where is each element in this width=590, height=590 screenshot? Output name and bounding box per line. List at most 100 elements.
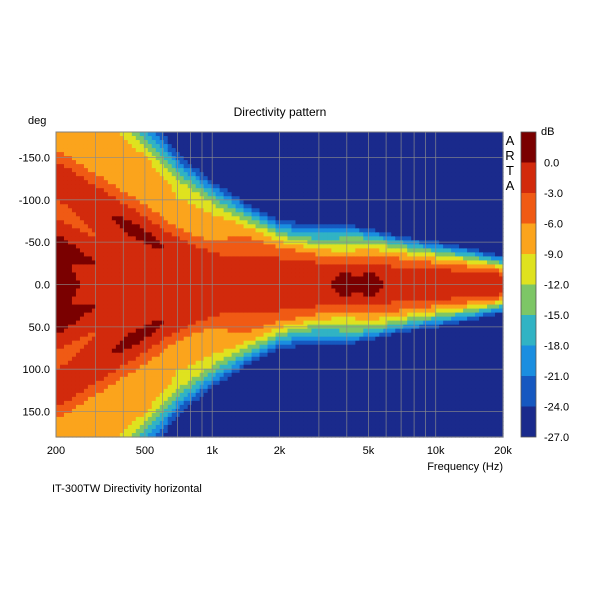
heatmap-cell [227,344,233,350]
heatmap-cell [295,376,301,382]
heatmap-cell [227,172,233,177]
heatmap-cell [56,388,61,394]
heatmap-cell [315,184,321,189]
heatmap-cell [191,212,197,217]
heatmap-cell [79,352,85,358]
heatmap-cell [243,148,249,153]
heatmap-cell [111,356,117,362]
heatmap-cell [123,316,129,322]
heatmap-cell [163,428,169,434]
heatmap-cell [115,428,121,434]
heatmap-cell [191,340,197,346]
heatmap-cell [251,428,257,434]
heatmap-cell [279,220,285,225]
heatmap-cell [207,248,213,253]
heatmap-cell [215,404,221,410]
heatmap-cell [271,376,277,382]
heatmap-cell [63,160,69,165]
heatmap-cell [223,176,229,181]
heatmap-cell [311,208,317,213]
heatmap-cell [179,248,185,253]
heatmap-cell [127,372,133,378]
heatmap-cell [247,388,253,394]
heatmap-cell [151,424,157,430]
heatmap-cell [287,224,293,229]
heatmap-cell [299,156,305,161]
heatmap-cell [147,248,153,253]
heatmap-cell [155,236,161,241]
heatmap-cell [235,316,241,322]
heatmap-cell [171,352,177,358]
heatmap-cell [119,180,125,185]
heatmap-cell [295,256,301,262]
heatmap-cell [59,424,65,430]
heatmap-cell [171,168,177,173]
heatmap-cell [303,252,309,257]
heatmap-cell [195,228,201,233]
heatmap-cell [171,396,177,402]
heatmap-cell [183,208,189,213]
heatmap-cell [207,316,213,322]
heatmap-cell [179,428,185,434]
heatmap-cell [91,340,97,346]
heatmap-cell [127,328,133,334]
heatmap-cell [67,232,73,237]
heatmap-cell [239,224,245,229]
heatmap-cell [91,328,97,334]
heatmap-cell [259,160,265,165]
heatmap-cell [167,160,173,165]
heatmap-cell [91,168,97,173]
heatmap-cell [219,144,225,149]
heatmap-cell [115,344,121,350]
heatmap-cell [255,260,261,266]
heatmap-cell [291,372,297,378]
heatmap-cell [271,368,277,374]
heatmap-cell [311,256,317,262]
heatmap-cell [207,396,213,402]
heatmap-cell [279,152,285,157]
heatmap-cell [279,252,285,257]
heatmap-cell [131,208,137,213]
heatmap-cell [83,168,89,173]
heatmap-cell [147,380,153,386]
heatmap-cell [259,360,265,366]
heatmap-cell [83,340,89,346]
heatmap-cell [67,332,73,338]
heatmap-cell [315,304,321,310]
heatmap-cell [267,388,273,394]
heatmap-cell [87,192,93,197]
heatmap-cell [119,360,125,366]
heatmap-cell [75,376,81,382]
heatmap-cell [155,428,161,434]
heatmap-cell [295,204,301,209]
heatmap-cell [231,336,237,342]
heatmap-cell [259,376,265,382]
heatmap-cell [155,152,161,157]
heatmap-cell [183,432,189,438]
heatmap-cell [123,420,129,426]
heatmap-cell [131,140,137,145]
heatmap-cell [143,224,149,229]
heatmap-cell [159,140,165,145]
heatmap-cell [307,200,313,205]
heatmap-cell [263,420,269,426]
heatmap-cell [175,180,181,185]
heatmap-cell [251,208,257,213]
heatmap-cell [275,328,281,334]
heatmap-cell [267,276,273,282]
heatmap-cell [95,240,101,245]
heatmap-cell [295,404,301,410]
heatmap-cell [219,228,225,233]
heatmap-cell [127,256,133,262]
heatmap-cell [63,364,69,370]
heatmap-cell [159,372,165,378]
heatmap-cell [111,384,117,390]
heatmap-cell [227,260,233,266]
heatmap-cell [279,296,285,302]
heatmap-cell [207,376,213,382]
heatmap-cell [255,404,261,410]
heatmap-cell [71,232,77,237]
heatmap-cell [95,252,101,257]
heatmap-cell [255,244,261,249]
